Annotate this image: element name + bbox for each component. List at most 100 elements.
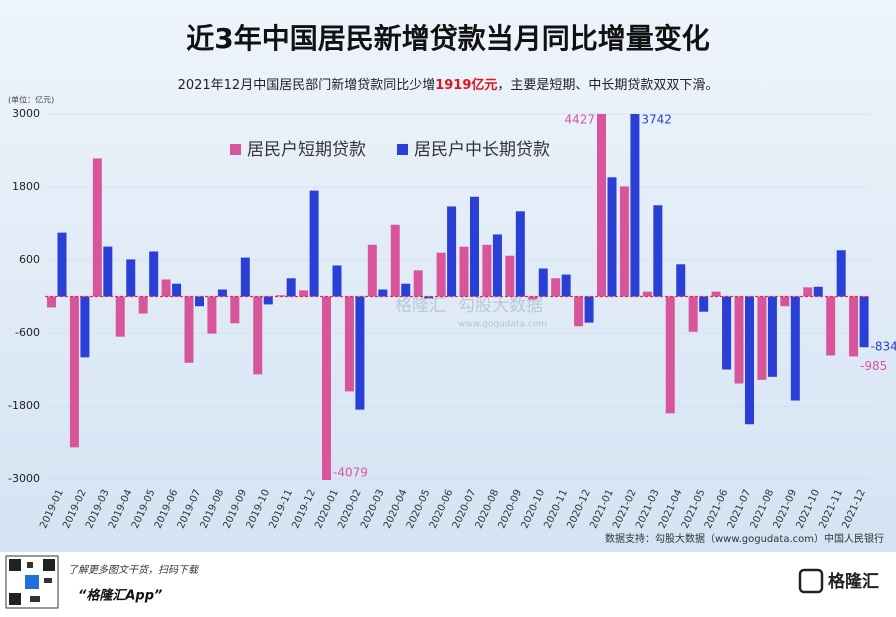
bar: [653, 205, 663, 297]
bar: [286, 278, 296, 297]
bar: [390, 224, 400, 297]
bar: [149, 251, 159, 297]
watermark: www.gogudata.com: [458, 320, 547, 330]
bar: [92, 158, 102, 297]
bar: [80, 296, 90, 358]
bar: [515, 211, 525, 297]
bar: [722, 296, 732, 370]
unit-label: (单位：亿元): [8, 95, 54, 105]
bar: [859, 296, 869, 348]
source: 数据支持：勾股大数据（www.gogudata.com）中国人民银行: [605, 532, 884, 545]
footer-app: “格隆汇App”: [78, 588, 162, 604]
bar: [103, 246, 113, 297]
watermark: 格隆汇: [395, 296, 446, 316]
legend-swatch: [397, 144, 408, 155]
subtitle-part: ，主要是短期、中长期贷款双双下滑。: [497, 78, 718, 93]
legend-label: 居民户短期贷款: [247, 140, 366, 160]
bar: [230, 296, 240, 324]
bar: [126, 259, 136, 297]
subtitle: 2021年12月中国居民部门新增贷款同比少增1919亿元，主要是短期、中长期贷款…: [178, 77, 719, 93]
bar: [561, 274, 571, 297]
bar: [619, 186, 629, 297]
bar: [492, 234, 502, 297]
bar: [115, 296, 125, 337]
bars: [47, 114, 869, 480]
y-tick-label: -600: [15, 326, 40, 339]
bar: [138, 296, 148, 314]
bar: [584, 296, 594, 323]
bar: [367, 244, 377, 297]
bar: [344, 296, 354, 392]
data-label: 4427: [564, 113, 595, 127]
bar: [711, 291, 721, 297]
bar: [574, 296, 584, 327]
bar: [299, 290, 309, 297]
bar: [745, 296, 754, 425]
data-label: -985: [860, 359, 887, 373]
y-tick-label: -3000: [8, 472, 40, 485]
bar: [459, 246, 469, 297]
bar: [836, 250, 846, 297]
subtitle-highlight: 1919亿元: [435, 77, 497, 93]
y-tick-label: -1800: [8, 399, 40, 412]
bar: [436, 252, 446, 297]
bar: [734, 296, 744, 384]
bar: [378, 289, 388, 297]
bar: [424, 296, 434, 299]
bar: [322, 296, 331, 480]
bar: [57, 232, 67, 297]
bar: [482, 244, 492, 297]
watermark: 勾股大数据: [458, 296, 543, 316]
bar: [253, 296, 263, 375]
bar: [813, 286, 823, 297]
bar: [630, 114, 640, 297]
bar: [184, 296, 194, 363]
bar: [790, 296, 800, 401]
bar: [538, 268, 548, 297]
bar: [263, 296, 273, 305]
legend-label: 居民户中长期贷款: [414, 140, 550, 160]
bar: [195, 296, 204, 307]
bar: [309, 190, 319, 297]
y-tick-label: 600: [19, 253, 40, 266]
data-label: -4079: [333, 466, 368, 480]
y-tick-label: 1800: [12, 180, 40, 193]
bar: [780, 296, 790, 307]
legend-swatch: [230, 144, 241, 155]
bar: [355, 296, 365, 410]
qr-code: [5, 555, 59, 609]
bar: [597, 114, 606, 297]
bar: [826, 296, 836, 356]
footer-text: 了解更多图文干货，扫码下载: [68, 564, 200, 576]
bar: [676, 264, 686, 297]
bar: [767, 296, 777, 377]
chart-title: 近3年中国居民新增贷款当月同比增量变化: [186, 22, 710, 55]
bar: [447, 206, 457, 297]
bar: [401, 283, 411, 297]
bar: [47, 296, 56, 308]
bar: [207, 296, 217, 334]
bar: [240, 257, 250, 297]
bar: [276, 295, 286, 297]
bar: [161, 279, 171, 297]
bar: [665, 296, 675, 414]
bar: [217, 289, 227, 297]
bar: [803, 287, 813, 297]
bar: [607, 177, 617, 297]
bar: [642, 291, 652, 297]
data-label: 3742: [641, 113, 672, 127]
bar: [551, 278, 561, 297]
bar: [505, 255, 515, 297]
bar: [849, 296, 859, 357]
bar: [699, 296, 709, 312]
data-label: -834: [871, 340, 896, 354]
bar: [688, 296, 698, 332]
bar: [757, 296, 767, 380]
bar: [172, 283, 182, 297]
brand-logo: [798, 568, 824, 594]
subtitle-part: 2021年12月中国居民部门新增贷款同比少增: [178, 77, 436, 93]
footer-bg: [0, 552, 896, 613]
bar: [470, 196, 479, 297]
bar: [69, 296, 79, 448]
